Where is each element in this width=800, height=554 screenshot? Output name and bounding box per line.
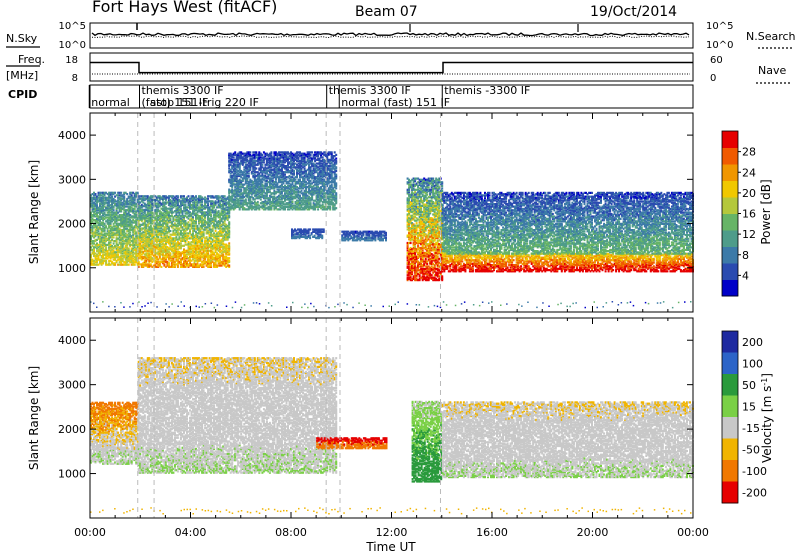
echo-cell xyxy=(120,192,122,194)
echo-cell xyxy=(128,264,130,266)
freq-label-1: Freq. xyxy=(18,53,45,66)
cpid-label: normal xyxy=(91,96,130,109)
echo-cell xyxy=(98,230,100,232)
noise-right-tick-bottom: 10^0 xyxy=(706,40,733,51)
frequency-line xyxy=(90,63,693,73)
echo-cell xyxy=(114,192,116,194)
noise-left-tick-bottom: 10^0 xyxy=(59,40,86,51)
echo-cell xyxy=(128,248,130,250)
echo-cell xyxy=(113,243,115,245)
nave-label: Nave xyxy=(758,64,786,77)
freq-left-tick-top: 18 xyxy=(65,55,78,66)
power-echoes xyxy=(90,151,694,308)
noise-right-tick-top: 10^5 xyxy=(706,21,733,32)
echo-cell xyxy=(129,231,131,233)
freq-right-tick-bottom: 0 xyxy=(710,73,716,84)
echo-cell xyxy=(113,209,115,211)
echo-cell xyxy=(117,254,119,256)
echo-cell xyxy=(105,246,107,248)
nsearch-label: N.Search xyxy=(746,30,796,43)
echo-cell xyxy=(105,225,107,227)
freq-label-2: [MHz] xyxy=(6,69,38,82)
echo-cell xyxy=(96,204,98,206)
freq-panel-frame xyxy=(90,53,693,81)
echo-cell xyxy=(104,212,106,214)
echo-cell xyxy=(111,196,113,198)
noise-search-line xyxy=(92,36,689,38)
cpid-label: CPID xyxy=(8,88,37,101)
nsky-label: N.Sky xyxy=(6,32,38,45)
radar-summary-plot: Fort Hays West (fitACF) Beam 07 19/Oct/2… xyxy=(0,0,800,554)
echo-cell xyxy=(95,193,97,195)
echo-cell xyxy=(105,260,107,262)
echo-cell xyxy=(113,236,115,238)
echo-cell xyxy=(104,223,106,225)
echo-cell xyxy=(123,196,125,198)
echo-cell xyxy=(126,193,128,195)
station-title: Fort Hays West (fitACF) xyxy=(92,0,277,16)
cpid-label: normal (fast) 151 IF xyxy=(341,96,450,109)
cpid-label: themis -3300 IF xyxy=(444,84,530,97)
freq-left-tick-bottom: 8 xyxy=(72,73,78,84)
noise-sky-line xyxy=(92,33,689,36)
freq-right-tick-top: 60 xyxy=(710,55,723,66)
noise-left-tick-top: 10^5 xyxy=(59,21,86,32)
date-title: 19/Oct/2014 xyxy=(590,4,677,20)
beam-title: Beam 07 xyxy=(355,4,418,20)
cpid-label: stop 151-trig 220 IF xyxy=(150,96,259,109)
